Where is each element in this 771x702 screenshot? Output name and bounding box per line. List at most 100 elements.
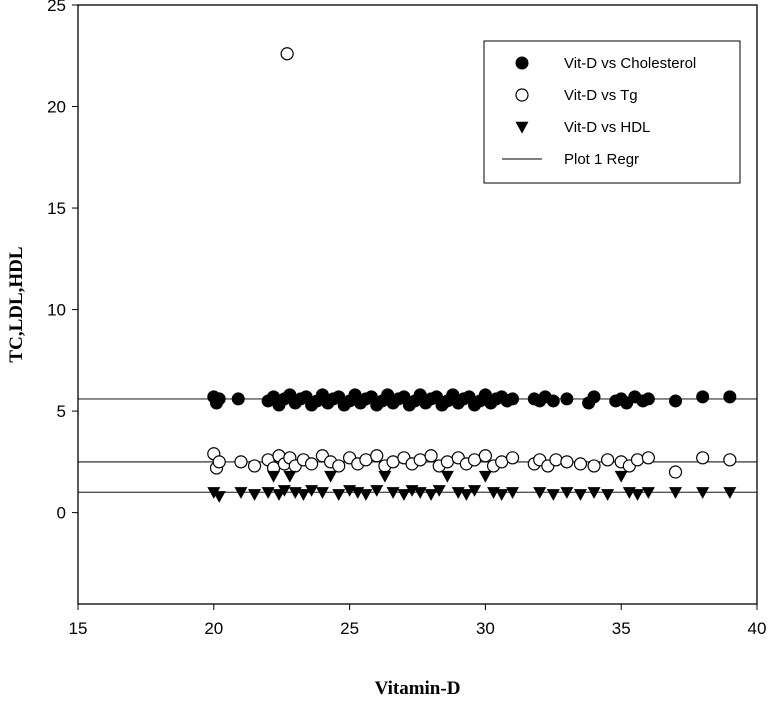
tg-point bbox=[467, 453, 482, 467]
hdl-point bbox=[440, 470, 454, 483]
tg-point bbox=[495, 455, 509, 469]
tg-point bbox=[587, 459, 601, 473]
tg-point bbox=[573, 457, 588, 471]
tg-point bbox=[234, 455, 248, 469]
tg-point bbox=[440, 455, 454, 469]
hdl-point bbox=[641, 487, 655, 499]
tg-point bbox=[247, 459, 262, 473]
hdl-point bbox=[723, 487, 737, 499]
cholesterol-point bbox=[669, 394, 683, 408]
tg-point bbox=[549, 453, 563, 467]
hdl-point bbox=[601, 489, 615, 501]
tg-point bbox=[386, 455, 400, 469]
tg-point bbox=[505, 451, 520, 465]
hdl-point bbox=[478, 470, 492, 483]
cholesterol-point bbox=[560, 392, 574, 406]
x-tick-label: 15 bbox=[69, 619, 88, 638]
hdl-point bbox=[212, 491, 226, 503]
x-tick-label: 35 bbox=[612, 619, 631, 638]
hdl-point bbox=[397, 489, 411, 501]
x-tick-label: 20 bbox=[204, 619, 223, 638]
tg-point bbox=[630, 453, 645, 467]
hdl-point bbox=[432, 485, 446, 497]
cholesterol-point bbox=[231, 392, 245, 406]
y-tick-label: 20 bbox=[47, 98, 66, 117]
y-axis-title: TC,LDL,HDL bbox=[6, 246, 27, 362]
hdl-point bbox=[506, 487, 520, 499]
hdl-point bbox=[324, 470, 338, 483]
tg-point bbox=[413, 453, 427, 467]
x-axis-title: Vitamin-D bbox=[375, 678, 461, 699]
tg-point bbox=[280, 47, 294, 61]
y-tick-label: 5 bbox=[57, 402, 66, 421]
hdl-point bbox=[305, 485, 319, 497]
x-tick-label: 30 bbox=[476, 619, 495, 638]
hdl-point bbox=[696, 487, 710, 499]
y-tick-label: 10 bbox=[47, 301, 66, 320]
plot-area-frame bbox=[77, 4, 758, 605]
y-tick-label: 25 bbox=[47, 0, 66, 15]
cholesterol-point bbox=[696, 390, 710, 404]
cholesterol-point bbox=[587, 390, 601, 404]
legend-label: Plot 1 Regr bbox=[564, 151, 639, 168]
y-axis-ticks: 0 5 10 15 20 25 bbox=[47, 0, 78, 523]
data-points bbox=[207, 47, 737, 503]
legend-marker bbox=[515, 121, 529, 134]
y-tick-label: 0 bbox=[57, 504, 66, 523]
hdl-point bbox=[359, 489, 373, 501]
y-tick-label: 15 bbox=[47, 199, 66, 218]
hdl-point bbox=[424, 489, 438, 501]
hdl-point bbox=[296, 489, 310, 501]
tg-point bbox=[304, 457, 319, 471]
cholesterol-point bbox=[506, 392, 520, 406]
legend: Vit-D vs Cholesterol Vit-D vs Tg Vit-D vs … bbox=[483, 40, 741, 184]
hdl-point bbox=[370, 485, 384, 497]
cholesterol-point bbox=[641, 392, 655, 406]
hdl-point bbox=[459, 489, 473, 501]
hdl-point bbox=[378, 470, 392, 483]
hdl-point bbox=[630, 489, 644, 501]
hdl-point bbox=[267, 470, 281, 483]
hdl-point bbox=[495, 489, 509, 501]
hdl-point bbox=[277, 485, 291, 497]
hdl-point bbox=[587, 487, 601, 499]
tg-point bbox=[212, 455, 226, 469]
tg-point bbox=[723, 453, 737, 467]
hdl-point bbox=[614, 470, 628, 483]
x-axis-ticks: 15 20 25 30 35 40 bbox=[69, 604, 767, 638]
hdl-point bbox=[248, 489, 262, 501]
x-tick-label: 40 bbox=[748, 619, 767, 638]
hdl-point bbox=[234, 487, 248, 499]
hdl-point bbox=[560, 487, 574, 499]
tg-point bbox=[696, 451, 710, 465]
legend-marker bbox=[515, 56, 529, 70]
legend-label: Vit-D vs HDL bbox=[564, 119, 650, 136]
hdl-point bbox=[315, 487, 329, 499]
legend-marker bbox=[515, 88, 529, 102]
hdl-point bbox=[283, 470, 297, 483]
hdl-point bbox=[468, 485, 482, 497]
tg-point bbox=[370, 449, 384, 463]
tg-point bbox=[424, 449, 438, 463]
tg-point bbox=[332, 459, 346, 473]
hdl-point bbox=[413, 487, 427, 499]
legend-label: Vit-D vs Cholesterol bbox=[564, 55, 696, 72]
tg-point bbox=[359, 453, 373, 467]
tg-point bbox=[560, 455, 574, 469]
cholesterol-point bbox=[723, 390, 737, 404]
tg-point bbox=[601, 453, 615, 467]
hdl-point bbox=[573, 489, 587, 501]
hdl-point bbox=[669, 487, 683, 499]
tg-point bbox=[668, 465, 683, 479]
tg-point bbox=[641, 451, 655, 465]
cholesterol-point bbox=[212, 392, 226, 406]
hdl-point bbox=[261, 487, 275, 499]
tg-point bbox=[478, 449, 492, 463]
legend-label: Vit-D vs Tg bbox=[564, 87, 638, 104]
hdl-point bbox=[533, 487, 547, 499]
hdl-point bbox=[546, 489, 560, 501]
x-tick-label: 25 bbox=[340, 619, 359, 638]
cholesterol-point bbox=[546, 394, 560, 408]
hdl-point bbox=[332, 489, 346, 501]
